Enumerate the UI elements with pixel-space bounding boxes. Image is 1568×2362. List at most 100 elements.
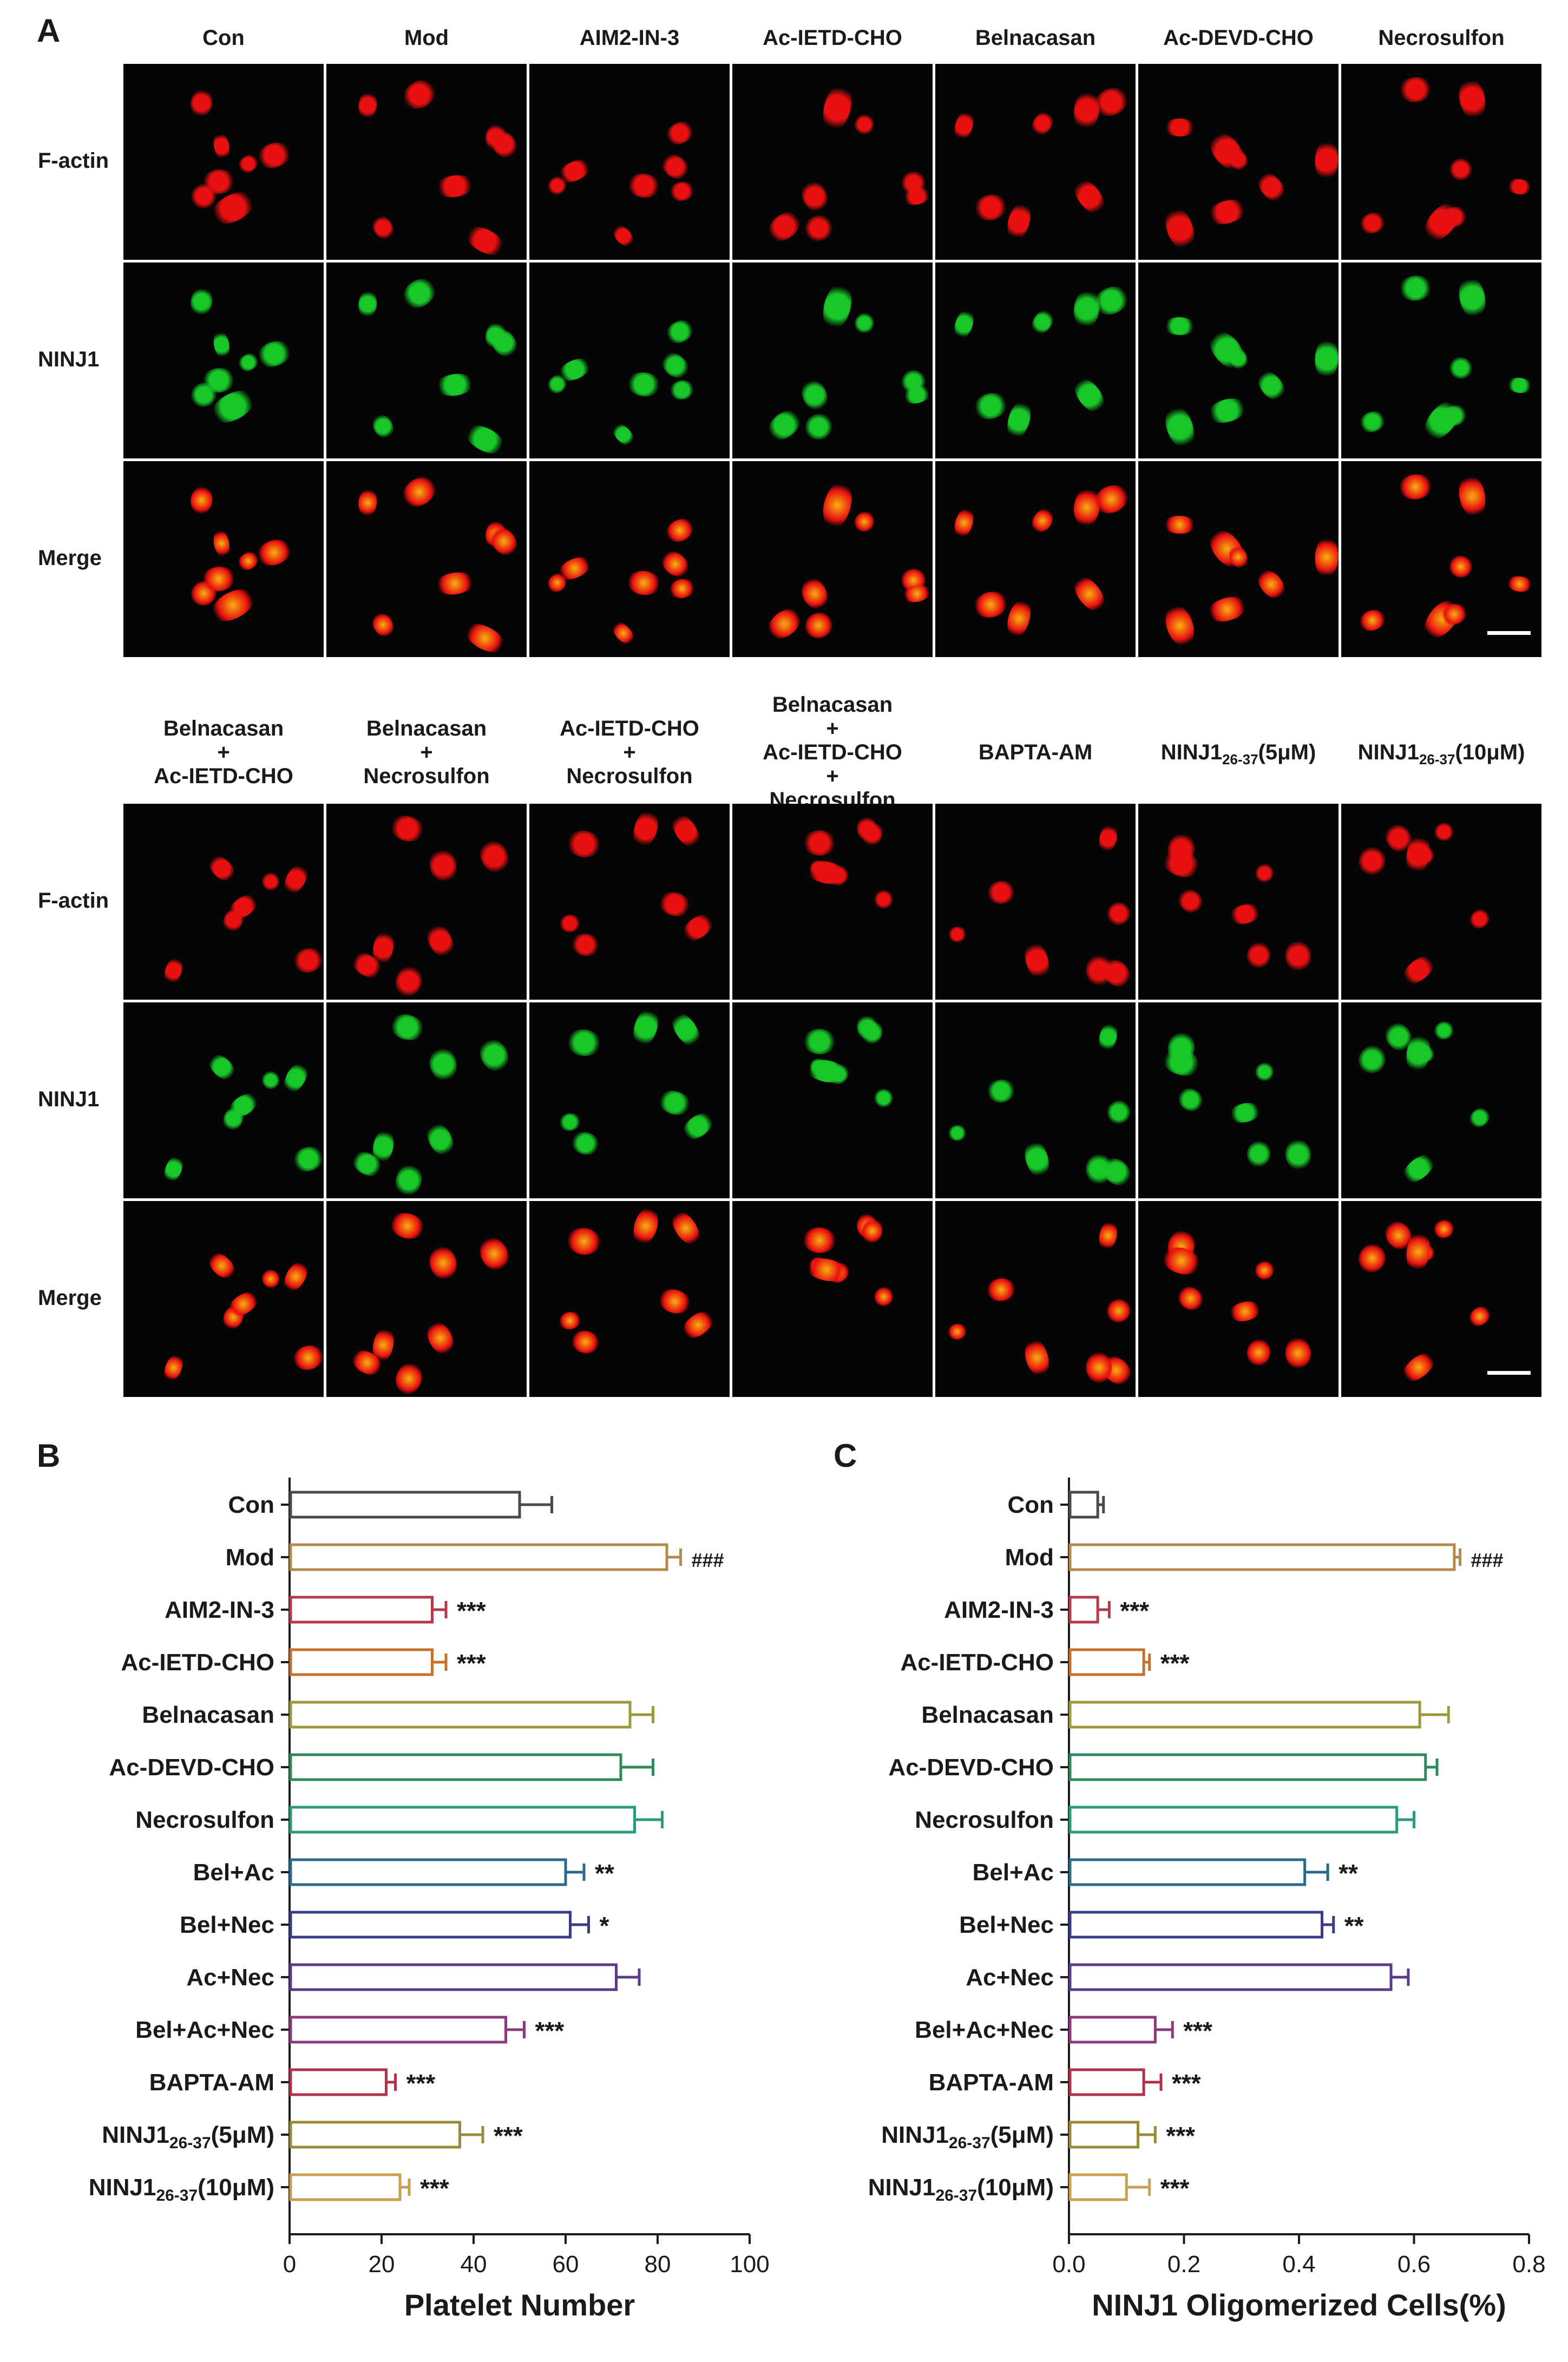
cell [662,316,698,348]
category-label: Ac+Nec [186,1964,274,1991]
cell [189,286,214,317]
cell [189,88,214,118]
cell [668,180,696,203]
cell [629,807,662,850]
micrograph-merge-6 [1138,1201,1339,1397]
cell [1244,1337,1272,1368]
x-tick-label: 100 [730,2251,769,2278]
significance-label: *** [1166,2122,1195,2150]
cell [475,835,514,877]
cell [291,944,324,976]
column-label-line: Ac-IETD-CHO [154,764,293,788]
category-label-text: Mod [1005,1544,1054,1571]
row-label-merge: Merge [38,546,102,570]
micrograph-merge-5 [935,461,1136,657]
row-label-merge: Merge [38,1286,102,1310]
category-label: Con [228,1492,274,1518]
cell [666,1008,705,1052]
significance-label: *** [406,2069,436,2097]
cell [972,588,1010,621]
cell [1068,174,1111,220]
bar [1068,1911,1323,1939]
micrograph-f-actin-1 [123,64,324,260]
cell [161,1153,186,1185]
category-label: Con [1007,1492,1054,1518]
column-label-line: + [826,717,839,740]
cell [657,347,693,383]
cell [1252,167,1290,206]
cell [797,574,832,614]
micrograph-ninj1-4 [732,263,933,458]
cell [1252,1258,1277,1283]
micrograph-ninj1-7 [1341,1002,1541,1198]
cell [1159,1044,1204,1081]
category-label-text: NINJ1 [868,2174,936,2201]
cell [1353,1041,1390,1078]
cell [422,1119,458,1160]
cell [626,172,662,199]
cell [1398,76,1433,104]
bar [1068,1596,1099,1624]
micrograph-ninj1-7 [1341,263,1541,458]
bar [289,1806,636,1834]
cell [475,1232,514,1275]
cell [1003,398,1035,442]
cell [569,1130,601,1158]
cell [629,1204,662,1248]
column-label: Necrosulfon [1378,26,1505,50]
category-label-subscript: 26-37 [156,2187,198,2204]
cell [1357,209,1388,238]
micrograph-f-actin-3 [529,804,730,1000]
cell [662,514,698,547]
significance-label: ** [1344,1912,1364,1940]
cell [1357,607,1388,635]
micrograph-f-actin-2 [326,64,527,260]
cell [391,1161,427,1198]
column-label: Ac-IETD-CHO [763,26,902,50]
cell [259,1267,283,1291]
cell [1252,861,1277,885]
cell [566,1226,602,1257]
cell [1003,596,1035,641]
cell [851,110,878,138]
category-label: Bel+Ac [193,1859,274,1886]
category-label: Mod [1005,1544,1054,1571]
x-tick-label: 0.6 [1398,2251,1431,2278]
cell [1028,505,1057,537]
cell [762,603,806,645]
micrograph-f-actin-1 [123,804,324,1000]
micrograph-merge-2 [326,461,527,657]
x-tick-label: 0 [283,2251,296,2278]
category-label: AIM2-IN-3 [165,1597,274,1623]
cell [656,1285,693,1317]
bar [289,1963,618,1991]
cell [1097,1219,1120,1252]
cell [211,130,232,162]
bar [1068,2121,1139,2149]
row-label-ninj1: NINJ1 [38,1087,100,1111]
significance-label: *** [1172,2069,1201,2097]
category-label: Bel+Ac+Nec [135,2017,274,2043]
cell [668,378,696,402]
x-tick-label: 0.0 [1052,2251,1085,2278]
cell [870,1283,897,1310]
cell [608,618,638,648]
category-label: AIM2-IN-3 [944,1597,1054,1623]
cell [1283,1336,1313,1370]
bar [289,2016,507,2044]
category-label-text: Con [228,1492,274,1518]
micrograph-grid-bottom: Belnacasan + Ac-IETD-CHO Belnacasan + Necrosu… [0,671,1568,1407]
cell [1398,274,1433,303]
cell [656,1087,693,1119]
category-label: NINJ126-37(10μM) [89,2174,274,2204]
row-label-f-actin: F-actin [38,889,109,913]
bar [289,1858,567,1886]
category-label-tail: (10μM) [977,2174,1054,2201]
cell [803,1028,836,1055]
category-label-text: Bel+Ac [193,1859,274,1886]
significance-label: * [600,1912,609,1940]
chart-platelet-number: 0 20 40 60 80 100 Platelet Number Con Mod ### AIM2… [89,1478,770,2322]
cell [387,1209,427,1243]
significance-label: ** [595,1859,614,1887]
significance-label: *** [420,2174,449,2202]
